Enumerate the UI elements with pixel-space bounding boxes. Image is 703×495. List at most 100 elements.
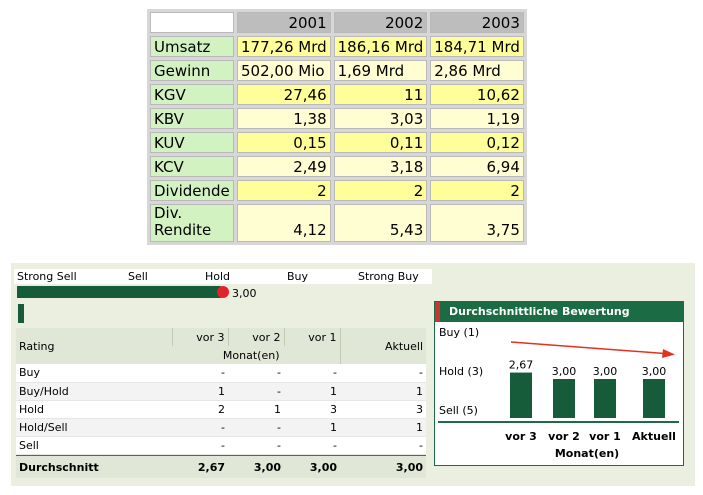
period-subheader: Monat(en) [172, 346, 340, 364]
table-cell: 186,16 Mrd [333, 36, 428, 57]
table-cell: - [340, 436, 426, 455]
table-cell: 3,00 [228, 456, 284, 478]
row-label-line: Rendite [154, 221, 212, 239]
bar [594, 379, 616, 418]
y-tick-label: Buy (1) [439, 326, 479, 339]
period-header: vor 1 [283, 328, 340, 346]
table-cell: 2,67 [172, 456, 228, 478]
x-tick-label: vor 3 [505, 430, 537, 443]
table-cell: 2,49 [237, 156, 331, 177]
bar [553, 379, 575, 418]
year-header: 2001 [237, 12, 331, 33]
table-cell: - [284, 364, 340, 383]
table-cell: 3 [284, 400, 340, 419]
table-cell: 3,00 [284, 456, 340, 478]
table-cell: - [228, 382, 284, 401]
rating-row-label: Hold/Sell [16, 418, 172, 437]
x-tick-label: vor 2 [548, 430, 580, 443]
table-cell: 1,19 [430, 108, 524, 129]
table-cell: 3,18 [333, 156, 428, 177]
average-row: Durchschnitt 2,67 3,00 3,00 3,00 [16, 456, 426, 478]
table-cell: - [228, 436, 284, 455]
table-cell: 1 [340, 382, 426, 401]
table-cell: - [228, 418, 284, 437]
table-row: Buy - - - - [16, 364, 426, 383]
bar-value-label: 3,00 [593, 365, 618, 378]
table-cell: 1 [284, 418, 340, 437]
bar [643, 379, 665, 418]
row-label-kuv: KUV [150, 132, 234, 153]
table-cell: 1 [340, 418, 426, 437]
rating-position-dot [217, 286, 229, 298]
trend-arrow [510, 341, 672, 355]
table-cell: - [172, 364, 228, 383]
x-axis-title: Monat(en) [555, 447, 619, 460]
table-cell: 3,75 [430, 204, 524, 242]
table-cell: 0,12 [430, 132, 524, 153]
rating-scale-value: 3,00 [232, 287, 257, 300]
table-row: Hold/Sell - - 1 1 [16, 418, 426, 437]
x-tick-label: vor 1 [589, 430, 621, 443]
row-label-dividende: Dividende [150, 180, 234, 201]
table-cell: 2 [172, 400, 228, 419]
average-label: Durchschnitt [16, 456, 172, 478]
scale-label-buy: Buy [287, 270, 309, 283]
table-cell: 502,00 Mio [237, 60, 331, 81]
table-cell: 1,69 Mrd [333, 60, 428, 81]
table-cell: 3,00 [340, 456, 426, 478]
y-tick-label: Hold (3) [439, 365, 483, 378]
table-cell: 184,71 Mrd [430, 36, 524, 57]
table-row: Buy/Hold 1 - 1 1 [16, 382, 426, 401]
table-cell: 11 [333, 84, 428, 105]
rating-scale-labels: Strong Sell Sell Hold Buy Strong Buy [14, 269, 432, 284]
rating-column-header: Rating [16, 328, 172, 364]
period-header: Aktuell [339, 328, 426, 364]
table-cell: 177,26 Mrd [237, 36, 331, 57]
table-row: Hold 2 1 3 3 [16, 400, 426, 419]
table-cell: 5,43 [333, 204, 428, 242]
table-cell: - [172, 436, 228, 455]
table-row: Div. Rendite 4,12 5,43 3,75 [150, 204, 524, 242]
table-cell: - [284, 436, 340, 455]
table-header-row: Rating vor 3 vor 2 vor 1 Aktuell [16, 328, 426, 364]
bar-value-label: 2,67 [509, 359, 534, 372]
row-label-gewinn: Gewinn [150, 60, 234, 81]
rating-row-label: Sell [16, 436, 172, 455]
table-row: KBV 1,38 3,03 1,19 [150, 108, 524, 129]
bar [510, 372, 532, 418]
table-cell: 1 [284, 382, 340, 401]
table-cell: - [172, 418, 228, 437]
table-row: KUV 0,15 0,11 0,12 [150, 132, 524, 153]
table-header-row: 2001 2002 2003 [150, 12, 524, 33]
rating-history-table: Rating vor 3 vor 2 vor 1 Aktuell Monat(e… [16, 328, 426, 478]
table-cell: 2,86 Mrd [430, 60, 524, 81]
table-cell: 6,94 [430, 156, 524, 177]
section-marker [18, 304, 24, 323]
table-cell: 3,03 [333, 108, 428, 129]
table-cell: 1 [172, 382, 228, 401]
scale-label-strong-sell: Strong Sell [17, 270, 77, 283]
table-cell: - [228, 364, 284, 383]
table-row: Gewinn 502,00 Mio 1,69 Mrd 2,86 Mrd [150, 60, 524, 81]
table-row: KCV 2,49 3,18 6,94 [150, 156, 524, 177]
table-cell: 2 [237, 180, 331, 201]
rating-row-label: Hold [16, 400, 172, 419]
table-cell: 10,62 [430, 84, 524, 105]
row-label-div-rendite: Div. Rendite [150, 204, 234, 242]
row-label-kgv: KGV [150, 84, 234, 105]
key-figures-table: 2001 2002 2003 Umsatz 177,26 Mrd 186,16 … [147, 9, 527, 245]
table-cell: 4,12 [237, 204, 331, 242]
table-cell: 3 [340, 400, 426, 419]
chart-plot: Buy (1) Hold (3) Sell (5) 2,67 vor 3 3,00 vor … [438, 326, 679, 460]
rating-row-label: Buy/Hold [16, 382, 172, 401]
scale-label-sell: Sell [128, 270, 148, 283]
scale-label-hold: Hold [205, 270, 231, 283]
average-rating-chart: Durchschnittliche Bewertung Buy (1) Hold … [434, 301, 684, 466]
table-cell: - [340, 364, 426, 383]
table-cell: 2 [333, 180, 428, 201]
rating-row-label: Buy [16, 364, 172, 383]
row-label-line: Div. [154, 204, 183, 222]
table-cell: 0,11 [333, 132, 428, 153]
table-cell: 0,15 [237, 132, 331, 153]
row-label-kcv: KCV [150, 156, 234, 177]
